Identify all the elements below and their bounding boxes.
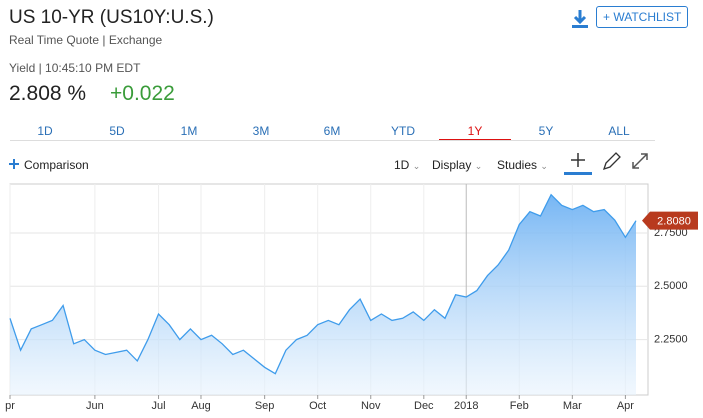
range-tab[interactable]: 1Y [467,124,483,138]
watchlist-button[interactable]: + WATCHLIST [596,6,689,28]
comparison[interactable]: Comparison [24,158,89,172]
price: 2.808 % [9,82,87,105]
studies-dropdown[interactable]: Studies ⌄ [497,158,548,172]
display-dropdown[interactable]: Display ⌄ [432,158,483,172]
change: +0.022 [110,82,175,105]
x-tick-label: Feb [510,400,529,412]
line [9,193,637,375]
range-tab[interactable]: 3M [252,124,270,138]
y-tick-label: 2.2500 [654,333,688,345]
current-badge [642,211,698,230]
x-tick-label: Mar [563,400,582,412]
x-tick-label: Apr [617,400,634,412]
range-tab[interactable]: 1M [180,124,198,138]
x-tick-label: Jun [86,400,104,412]
subtitle: Real Time Quote | Exchange [9,33,163,47]
x-tick-label: Oct [309,400,326,412]
download-icon[interactable] [570,8,590,30]
x-tick-label: Aug [191,400,211,412]
quote-label: Yield | 10:45:10 PM EDT [9,61,141,75]
area-fill [10,194,636,395]
range-tab[interactable]: 6M [323,124,341,138]
x-tick-label: Dec [414,400,434,412]
display: Display [432,158,472,172]
expand-tool[interactable] [632,153,648,169]
chart: 2.2500 2.5000 2.7500 pr Jun Jul Aug Sep Oct Nov De… [5,183,698,412]
y-tick-label: 2.7500 [654,227,688,239]
range-tab[interactable]: 5D [109,124,125,138]
range-tab[interactable]: 5Y [538,124,554,138]
plus-icon[interactable] [8,158,20,170]
x-tick-label: Nov [361,400,381,412]
interval: 1D [394,158,410,172]
interval-dropdown[interactable]: 1D ⌄ [394,158,421,172]
crosshair-tool[interactable] [564,153,592,175]
range-tab[interactable]: YTD [391,124,415,138]
x-tick-label: Sep [255,400,275,412]
title: US 10-YR (US10Y:U.S.) [9,7,214,28]
tabs-rule [10,140,655,141]
x-tick-label: pr [5,400,15,412]
draw-tool[interactable] [602,152,621,171]
studies: Studies [497,158,538,172]
range-tab[interactable]: ALL [608,124,630,138]
current-label: 2.8080 [657,216,691,228]
x-tick-label: 2018 [454,400,478,412]
x-tick-label: Jul [152,400,166,412]
range-tab[interactable]: 1D [37,124,53,138]
chart-tools [564,152,648,175]
y-tick-label: 2.5000 [654,280,688,292]
